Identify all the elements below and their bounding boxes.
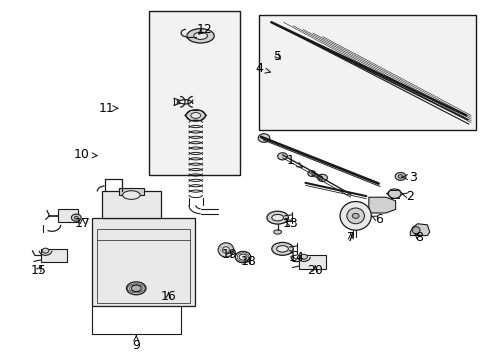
Text: 3: 3	[401, 171, 416, 184]
Text: 1: 1	[286, 154, 302, 167]
Text: 13: 13	[283, 217, 298, 230]
Ellipse shape	[131, 285, 141, 292]
Bar	[149, 12, 239, 175]
Bar	[97, 229, 189, 303]
Ellipse shape	[190, 113, 200, 118]
Polygon shape	[409, 224, 429, 235]
Text: 14: 14	[288, 251, 304, 264]
Text: 2: 2	[402, 190, 413, 203]
Ellipse shape	[387, 189, 400, 198]
Ellipse shape	[186, 29, 214, 43]
Text: 4: 4	[255, 62, 270, 75]
Ellipse shape	[258, 134, 269, 142]
Ellipse shape	[351, 213, 358, 219]
Ellipse shape	[317, 174, 327, 181]
Ellipse shape	[346, 208, 364, 224]
Ellipse shape	[218, 243, 233, 257]
Text: 12: 12	[196, 23, 212, 36]
Ellipse shape	[122, 191, 140, 199]
Ellipse shape	[185, 110, 205, 121]
Ellipse shape	[411, 226, 419, 234]
Ellipse shape	[339, 202, 370, 230]
Ellipse shape	[193, 32, 207, 40]
Text: 17: 17	[75, 217, 90, 230]
Text: 5: 5	[273, 50, 281, 63]
Bar	[102, 192, 160, 219]
Ellipse shape	[300, 254, 307, 259]
Text: 19: 19	[222, 248, 237, 261]
Ellipse shape	[74, 216, 78, 219]
Text: 15: 15	[31, 264, 46, 277]
Ellipse shape	[266, 211, 288, 224]
Bar	[58, 210, 78, 222]
Bar	[299, 255, 325, 269]
Ellipse shape	[239, 254, 246, 260]
Ellipse shape	[273, 230, 281, 234]
Text: 16: 16	[160, 290, 176, 303]
Text: 10: 10	[73, 148, 97, 161]
Ellipse shape	[276, 246, 288, 252]
Text: 20: 20	[306, 264, 323, 277]
Ellipse shape	[126, 282, 146, 295]
Text: 6: 6	[371, 213, 382, 226]
Ellipse shape	[222, 247, 229, 253]
Bar	[41, 249, 67, 262]
Polygon shape	[368, 197, 395, 213]
Ellipse shape	[307, 171, 315, 176]
Text: 9: 9	[132, 336, 140, 352]
Ellipse shape	[271, 215, 283, 221]
Bar	[259, 15, 475, 130]
Text: 7: 7	[346, 231, 354, 244]
Bar	[92, 219, 194, 306]
Ellipse shape	[71, 214, 81, 221]
Ellipse shape	[271, 242, 293, 255]
Text: 11: 11	[99, 102, 118, 115]
Ellipse shape	[394, 172, 405, 180]
Ellipse shape	[235, 251, 250, 263]
Text: 8: 8	[414, 231, 422, 244]
Ellipse shape	[277, 153, 287, 160]
Ellipse shape	[397, 175, 402, 178]
Text: 18: 18	[240, 255, 256, 268]
Ellipse shape	[42, 248, 49, 253]
Bar	[119, 188, 143, 195]
